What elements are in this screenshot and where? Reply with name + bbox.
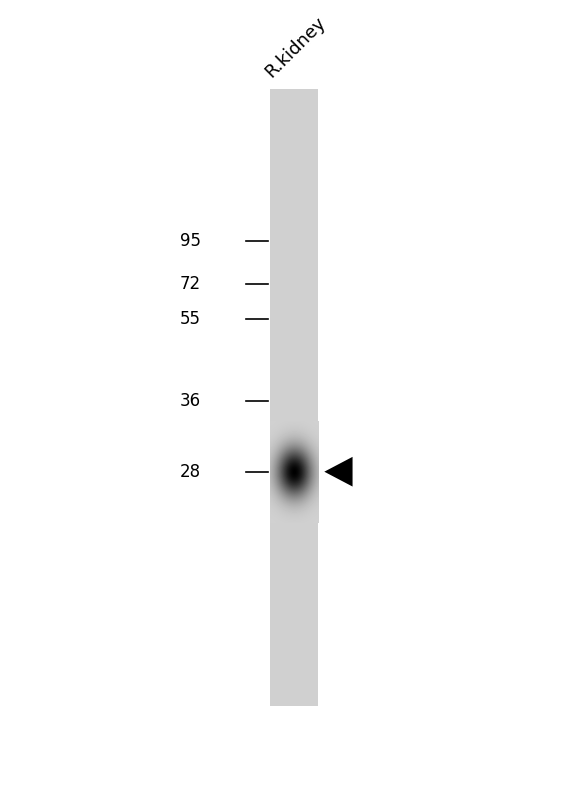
Polygon shape [324, 457, 353, 486]
Text: 28: 28 [180, 462, 201, 481]
Text: 55: 55 [180, 310, 201, 328]
Text: 36: 36 [180, 392, 201, 410]
Bar [270, 89, 318, 706]
Text: 72: 72 [180, 275, 201, 293]
Text: 95: 95 [180, 232, 201, 250]
Text: R.kidney: R.kidney [262, 14, 329, 81]
